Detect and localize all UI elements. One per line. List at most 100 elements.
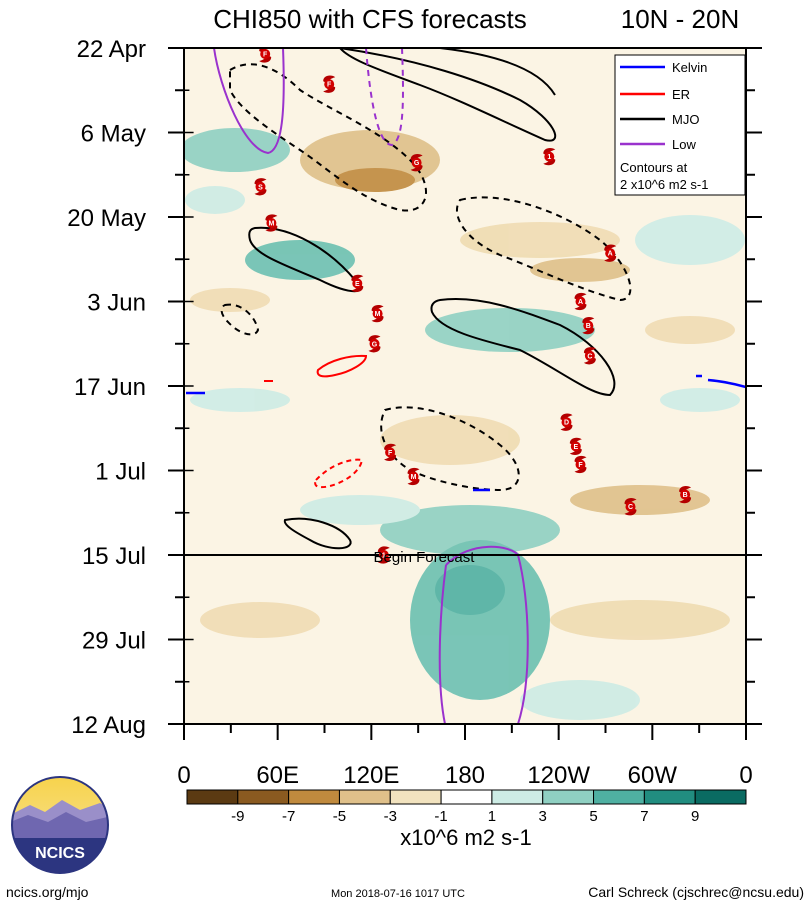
x-axis: 0 60E 120E 180 120W 60W 0	[177, 724, 753, 789]
mjo-dashed-contours	[220, 63, 632, 492]
colorbar-swatch	[491, 789, 544, 805]
storm-label: A	[578, 299, 583, 306]
storm-marker: E	[569, 437, 582, 456]
storm-marker: S	[254, 178, 267, 196]
kelvin-contours	[186, 374, 746, 492]
storm-marker: D	[560, 413, 573, 431]
y-tick-label: 17 Jun	[74, 374, 146, 401]
footer-author: Carl Schreck (cjschrec@ncsu.edu)	[588, 884, 804, 900]
x-tick-label: 0	[177, 762, 190, 789]
y-tick-label: 20 May	[67, 205, 146, 232]
y-tick-label: 12 Aug	[71, 712, 146, 739]
legend-box	[614, 54, 746, 196]
storm-marker: 1	[543, 147, 556, 166]
colorbar-label: -1	[434, 808, 447, 825]
low-dashed-contours	[365, 48, 404, 147]
colorbar-label: -7	[282, 808, 295, 825]
x-tick-label: 60W	[628, 762, 678, 789]
colorbar-label: 7	[640, 808, 648, 825]
ncics-logo: NCICS	[11, 776, 109, 874]
x-tick-label: 0	[739, 762, 752, 789]
chart-title-right: 10N - 20N	[621, 4, 740, 34]
storm-label: D	[564, 420, 569, 427]
storm-label: F	[578, 462, 583, 469]
storm-label: C	[628, 504, 633, 511]
y-tick-label: 3 Jun	[87, 290, 146, 317]
storm-marker: C	[624, 498, 637, 516]
storm-label: S	[258, 184, 263, 191]
colorbar: -9 -7 -5 -3 -1 1 3 5 7 9	[186, 789, 747, 825]
colorbar-swatch	[694, 789, 747, 805]
storm-marker: F	[259, 48, 272, 63]
x-tick-label: 180	[445, 762, 485, 789]
colorbar-swatch	[542, 789, 595, 805]
low-contours	[213, 48, 529, 724]
logo-text: NCICS	[35, 845, 85, 862]
storm-label: G	[372, 341, 378, 348]
colorbar-label: 9	[691, 808, 699, 825]
storm-marker: 1	[377, 546, 390, 564]
legend-contour-note: Contours at	[620, 160, 688, 175]
colorbar-swatch	[440, 789, 493, 805]
storm-markers: F F S M E M G G 1 A A B C D E F F M C B 1	[254, 48, 692, 564]
storm-label: F	[327, 82, 332, 89]
colorbar-units: x10^6 m2 s-1	[400, 825, 531, 850]
storm-label: 1	[547, 154, 551, 161]
storm-marker: F	[323, 75, 336, 93]
storm-label: M	[268, 221, 274, 228]
chart-title: CHI850 with CFS forecasts	[213, 4, 527, 34]
y-axis: 22 Apr 6 May 20 May 3 Jun 17 Jun 1 Jul 15 Jul 2…	[67, 36, 762, 739]
storm-label: F	[263, 52, 268, 59]
storm-label: B	[586, 323, 591, 330]
legend-mjo-label: MJO	[672, 112, 699, 127]
x-tick-label: 120W	[527, 762, 590, 789]
storm-marker: A	[604, 244, 617, 262]
colorbar-swatch	[186, 789, 239, 805]
storm-label: M	[411, 474, 417, 481]
legend: Kelvin ER MJO Low Contours at 2 x10^6 m2…	[614, 54, 746, 196]
y-tick-label: 1 Jul	[95, 459, 146, 486]
storm-label: M	[375, 311, 381, 318]
legend-kelvin-label: Kelvin	[672, 60, 707, 75]
storm-marker: G	[368, 335, 381, 353]
storm-marker: E	[351, 274, 364, 293]
storm-marker: C	[583, 347, 596, 365]
colorbar-swatch	[237, 789, 290, 805]
colorbar-swatch	[643, 789, 696, 805]
storm-marker: M	[371, 304, 384, 323]
forecast-label: Begin Forecast	[374, 549, 476, 566]
legend-low-label: Low	[672, 137, 696, 152]
footer-site-link[interactable]: ncics.org/mjo	[6, 884, 89, 900]
colorbar-swatch	[338, 789, 391, 805]
legend-er-label: ER	[672, 87, 690, 102]
er-contours	[264, 354, 368, 382]
storm-marker: G	[410, 154, 423, 172]
y-tick-label: 22 Apr	[77, 36, 146, 63]
colorbar-label: -3	[384, 808, 397, 825]
storm-label: G	[414, 160, 420, 167]
storm-marker: F	[384, 443, 397, 462]
storm-marker: B	[679, 485, 692, 504]
storm-marker: F	[574, 455, 587, 474]
storm-label: A	[608, 251, 613, 258]
y-tick-label: 29 Jul	[82, 628, 146, 655]
colorbar-label: -5	[333, 808, 346, 825]
colorbar-swatch	[288, 789, 340, 805]
storm-label: F	[388, 450, 393, 457]
colorbar-label: 5	[589, 808, 597, 825]
storm-label: E	[355, 281, 360, 288]
storm-label: 1	[382, 553, 386, 560]
mjo-contours	[248, 48, 616, 550]
storm-marker: B	[582, 316, 595, 335]
colorbar-swatch	[593, 789, 645, 805]
legend-contour-value: 2 x10^6 m2 s-1	[620, 177, 708, 192]
storm-marker: M	[265, 214, 278, 232]
storm-label: E	[573, 444, 578, 451]
colorbar-label: 1	[488, 808, 496, 825]
colorbar-label: 3	[539, 808, 547, 825]
colorbar-label: -9	[231, 808, 244, 825]
storm-label: B	[683, 492, 688, 499]
colorbar-swatch	[389, 789, 442, 805]
footer-timestamp: Mon 2018-07-16 1017 UTC	[331, 888, 465, 900]
